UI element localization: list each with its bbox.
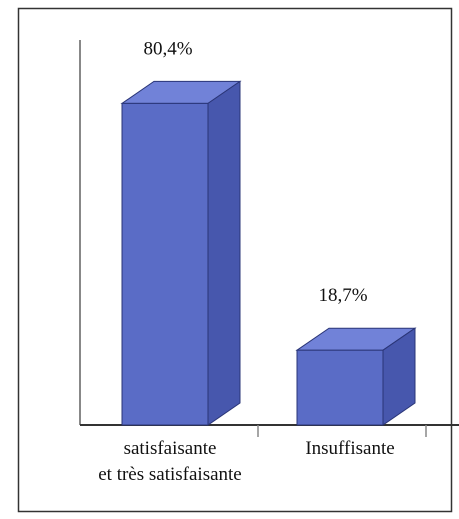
x-tick-label: Insuffisante: [305, 438, 394, 459]
frame: [17, 7, 453, 513]
bar: [121, 102, 209, 426]
bar-side: [207, 80, 241, 426]
data-label: 18,7%: [318, 285, 367, 306]
data-label: 80,4%: [143, 38, 192, 59]
bar: [296, 349, 384, 426]
x-tick-label: satisfaisante et très satisfaisante: [98, 438, 242, 485]
